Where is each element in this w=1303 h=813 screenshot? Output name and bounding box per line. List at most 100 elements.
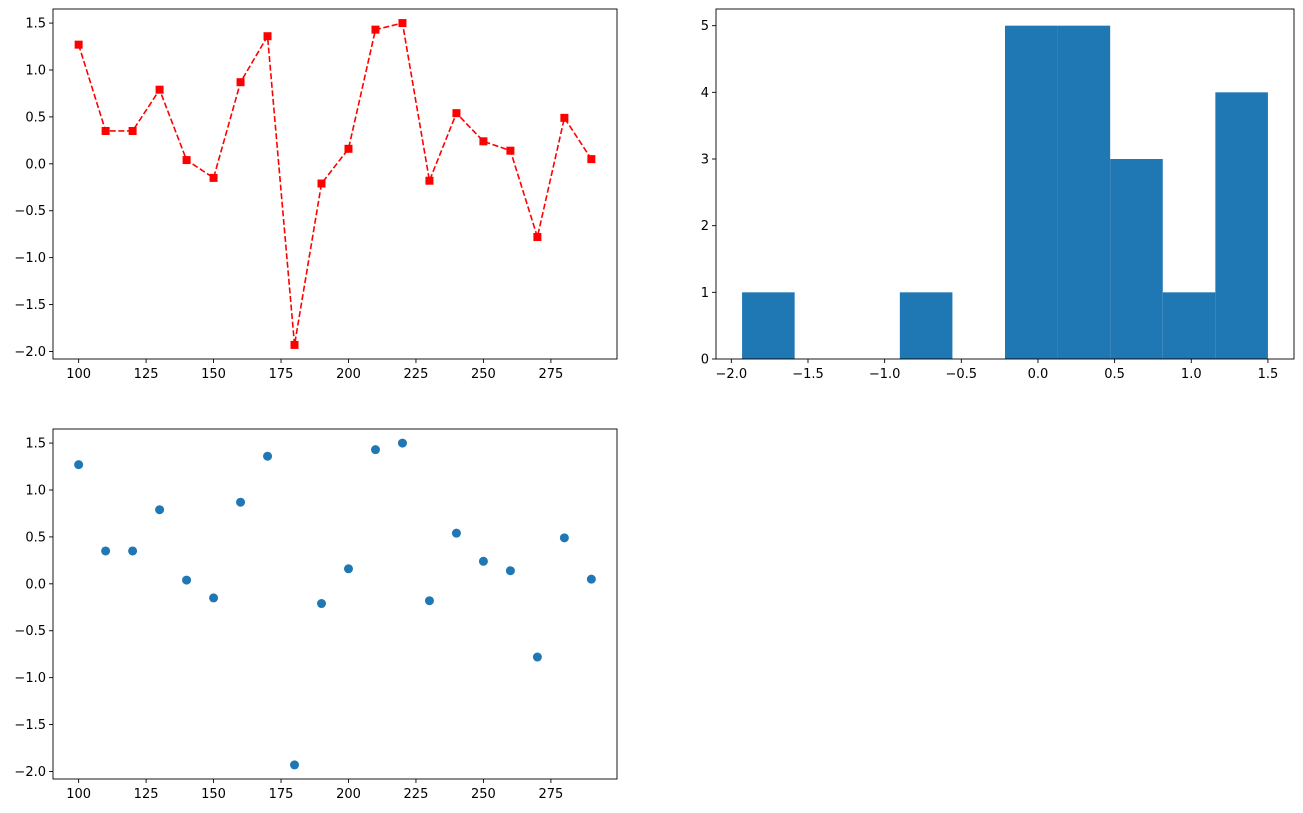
- x-tick-label: 150: [201, 787, 226, 802]
- y-tick-label: −1.5: [14, 298, 46, 313]
- y-tick-label: 1: [701, 286, 709, 301]
- histogram-panel: −2.0 −1.5 −1.0 −0.5 0.0 0.5 1.0 1.5 0 1 2 3 4 5: [701, 8, 1295, 382]
- x-tick-label: 200: [336, 367, 361, 382]
- scatter-point: [586, 574, 596, 584]
- series-line: [77, 22, 593, 346]
- y-tick-label: 1.0: [25, 483, 46, 498]
- y-tick-label: 4: [701, 86, 709, 101]
- data-point-marker: [290, 340, 299, 349]
- data-point-marker: [479, 137, 488, 146]
- scatter-chart-panel: 100 125 150 175 200 225 250 275 −2.0 −1.5 −1.0 −0.5…: [14, 428, 618, 802]
- scatter-point: [505, 566, 515, 576]
- y-tick-label: −0.5: [14, 204, 46, 219]
- x-tick-label: 200: [336, 787, 361, 802]
- data-point-marker: [317, 179, 326, 188]
- scatter-point: [236, 497, 246, 507]
- x-tick-label: 250: [471, 787, 496, 802]
- scatter-point: [101, 546, 111, 556]
- data-point-marker: [236, 78, 245, 87]
- y-tick-label: 0.0: [25, 577, 46, 592]
- y-tick-label: 0: [701, 353, 709, 368]
- histogram-bar: [1005, 25, 1058, 360]
- scatter-point: [182, 575, 192, 585]
- scatter-point: [451, 528, 461, 538]
- x-tick-label: 275: [538, 367, 563, 382]
- y-tick-label: 0.0: [25, 157, 46, 172]
- scatter-point: [209, 593, 219, 603]
- y-tick-label: −2.0: [14, 765, 46, 780]
- x-tick-label: 100: [66, 787, 91, 802]
- histogram-bar: [1162, 292, 1216, 359]
- x-tick-label: 125: [134, 367, 159, 382]
- y-tick-label: 1.5: [25, 437, 46, 452]
- y-tick-label: −0.5: [14, 624, 46, 639]
- x-tick-label: 1.5: [1258, 367, 1279, 382]
- x-tick-label: −0.5: [946, 367, 978, 382]
- x-tick-label: 0.5: [1104, 367, 1125, 382]
- scatter-point: [559, 533, 569, 543]
- scatter-point: [478, 556, 488, 566]
- axes-frame: [715, 8, 1295, 360]
- x-tick-label: 100: [66, 367, 91, 382]
- y-tick-label: 0.5: [25, 110, 46, 125]
- scatter-point: [263, 451, 273, 461]
- data-point-marker: [344, 144, 353, 153]
- data-point-marker: [371, 25, 380, 34]
- y-tick-label: −2.0: [14, 345, 46, 360]
- histogram-bar: [1057, 25, 1111, 360]
- x-tick-label: −1.0: [869, 367, 901, 382]
- scatter-point: [317, 599, 327, 609]
- data-point-marker: [587, 155, 596, 164]
- data-point-marker: [155, 85, 164, 94]
- y-tick-label: −1.0: [14, 671, 46, 686]
- histogram-bar: [899, 292, 953, 359]
- x-tick-label: 225: [404, 367, 429, 382]
- data-point-marker: [101, 126, 110, 135]
- y-tick-label: 2: [701, 219, 709, 234]
- scatter-point: [343, 564, 353, 574]
- x-tick-label: 175: [269, 787, 294, 802]
- x-tick-label: 125: [134, 787, 159, 802]
- x-tick-label: 1.0: [1181, 367, 1202, 382]
- x-tick-label: 0.0: [1028, 367, 1049, 382]
- axes-frame: [52, 428, 618, 780]
- scatter-point: [397, 438, 407, 448]
- data-point-marker: [398, 19, 407, 28]
- data-point-marker: [560, 113, 569, 122]
- data-point-marker: [263, 32, 272, 41]
- x-tick-label: 250: [471, 367, 496, 382]
- x-tick-label: 150: [201, 367, 226, 382]
- x-tick-label: 225: [404, 787, 429, 802]
- x-tick-label: 175: [269, 367, 294, 382]
- scatter-point: [128, 546, 138, 556]
- y-tick-label: 1.0: [25, 63, 46, 78]
- y-tick-label: −1.0: [14, 251, 46, 266]
- scatter-point: [532, 652, 542, 662]
- scatter-point: [370, 445, 380, 455]
- data-point-marker: [425, 176, 434, 185]
- data-point-marker: [209, 173, 218, 182]
- y-tick-label: 0.5: [25, 530, 46, 545]
- y-tick-label: −1.5: [14, 718, 46, 733]
- x-tick-label: −2.0: [716, 367, 748, 382]
- data-point-marker: [506, 146, 515, 155]
- x-tick-label: −1.5: [792, 367, 824, 382]
- scatter-point: [74, 460, 84, 470]
- line-chart-panel: 100 125 150 175 200 225 250 275 −2.0 −1.5 −1.0 −0.5…: [14, 8, 618, 382]
- axes-frame: [52, 8, 618, 360]
- histogram-bar: [742, 292, 795, 359]
- data-point-marker: [128, 126, 137, 135]
- scatter-point: [155, 505, 165, 515]
- data-point-marker: [74, 40, 83, 49]
- data-point-marker: [533, 233, 542, 242]
- histogram-bar: [1215, 92, 1268, 359]
- data-point-marker: [182, 156, 191, 165]
- y-tick-label: 5: [701, 19, 709, 34]
- y-tick-label: 3: [701, 153, 709, 168]
- x-tick-label: 275: [538, 787, 563, 802]
- scatter-point: [290, 760, 300, 770]
- data-point-marker: [452, 109, 461, 118]
- scatter-point: [424, 596, 434, 606]
- histogram-bar: [1110, 159, 1163, 359]
